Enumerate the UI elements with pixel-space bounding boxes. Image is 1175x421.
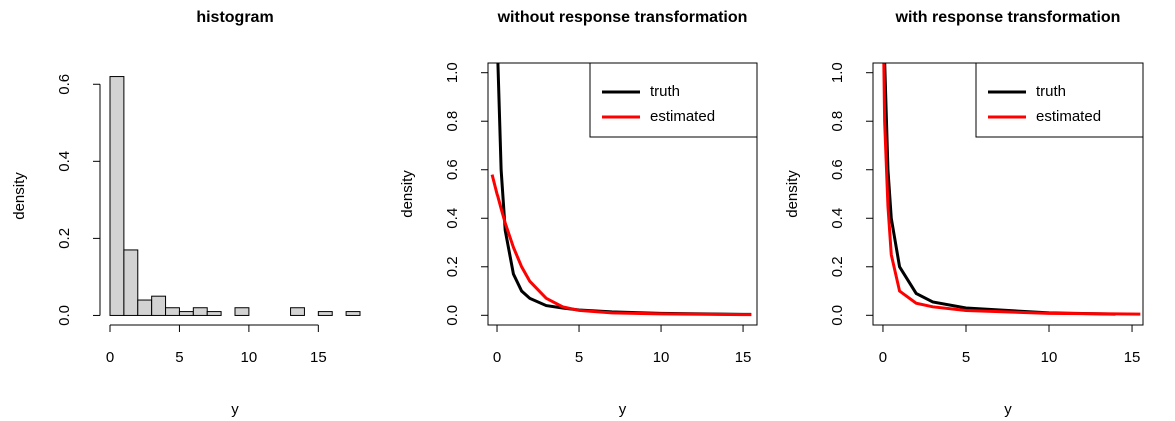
y-tick-label: 0.0 [444, 305, 461, 326]
y-tick-label: 0.4 [444, 208, 461, 229]
legend-label: estimated [1036, 108, 1101, 125]
y-tick-label: 0.4 [56, 151, 73, 172]
y-tick-label: 0.8 [444, 111, 461, 132]
bar [165, 307, 180, 316]
y-tick-label: 0.6 [56, 74, 73, 95]
y-tick-label: 0.0 [56, 305, 73, 326]
legend-label: truth [1036, 83, 1066, 100]
bar [178, 311, 194, 316]
legend-label: truth [650, 83, 680, 100]
y-tick-label: 0.6 [829, 159, 846, 180]
x-tick-label: 0 [106, 349, 114, 366]
x-tick-label: 5 [575, 349, 583, 366]
y-axis-label: density [399, 170, 416, 218]
line-series [490, 174, 752, 317]
x-tick-label: 10 [241, 349, 258, 366]
panel-title: histogram [196, 9, 273, 26]
y-tick-label: 0.2 [56, 228, 73, 249]
x-tick-label: 0 [493, 349, 501, 366]
x-axis-label: y [231, 401, 239, 418]
x-tick-label: 5 [962, 349, 970, 366]
panel-title: without response transformation [497, 9, 748, 26]
y-tick-label: 0.6 [444, 159, 461, 180]
bar [151, 295, 167, 316]
x-tick-label: 10 [1041, 349, 1058, 366]
bar [290, 307, 305, 316]
y-tick-label: 0.4 [829, 208, 846, 229]
x-tick-label: 15 [310, 349, 327, 366]
bar [345, 311, 361, 316]
y-axis-label: density [11, 172, 28, 220]
x-tick-label: 0 [879, 349, 887, 366]
bar [109, 76, 125, 316]
bar [206, 311, 222, 316]
x-axis-label: y [619, 401, 627, 418]
x-axis-label: y [1004, 401, 1012, 418]
bar [123, 249, 139, 316]
y-axis-label: density [784, 170, 801, 218]
line-series [882, 63, 1141, 316]
y-tick-label: 0.2 [829, 256, 846, 277]
legend-box [589, 62, 758, 138]
x-tick-label: 15 [735, 349, 752, 366]
legend-box [975, 62, 1144, 138]
y-tick-label: 0.0 [829, 305, 846, 326]
y-tick-label: 1.0 [444, 62, 461, 83]
x-tick-label: 5 [175, 349, 183, 366]
bar [317, 311, 333, 316]
legend-label: estimated [650, 108, 715, 125]
x-tick-label: 15 [1124, 349, 1141, 366]
bar [234, 307, 250, 316]
x-tick-label: 10 [653, 349, 670, 366]
y-tick-label: 0.2 [444, 256, 461, 277]
y-tick-label: 1.0 [829, 62, 846, 83]
panel-title: with response transformation [895, 9, 1121, 26]
bar [137, 299, 153, 316]
y-tick-label: 0.8 [829, 111, 846, 132]
bar [192, 307, 208, 316]
